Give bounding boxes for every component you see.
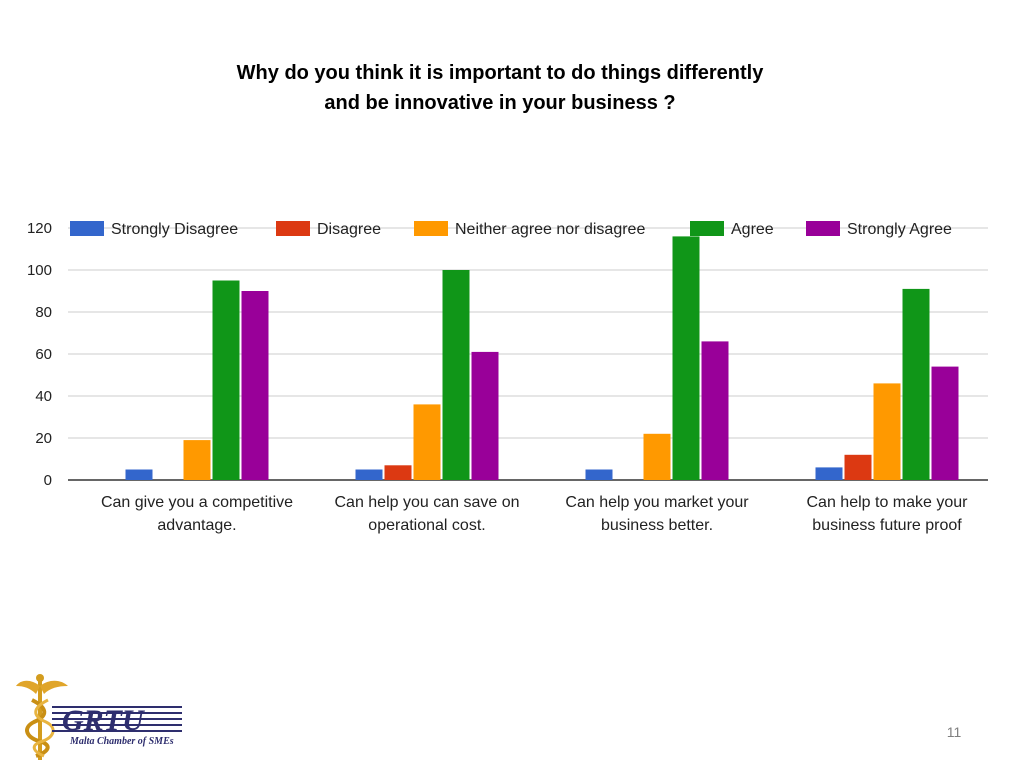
bar: [212, 280, 240, 480]
x-tick-label: Can give you a competitive: [101, 494, 293, 511]
bar: [815, 467, 843, 480]
y-tick-label: 40: [35, 388, 52, 405]
y-tick-label: 20: [35, 430, 52, 447]
legend-swatch: [70, 221, 104, 236]
x-tick-label: advantage.: [157, 517, 236, 534]
slide-title-line-1: Why do you think it is important to do t…: [236, 62, 764, 84]
slide-title-line-2: and be innovative in your business ?: [324, 92, 676, 114]
bar: [585, 469, 613, 480]
bar: [844, 454, 872, 480]
y-tick-label: 100: [27, 262, 52, 279]
bar: [902, 288, 930, 480]
bar: [873, 383, 901, 480]
caduceus-icon: [16, 674, 68, 760]
legend-swatch: [414, 221, 448, 236]
legend-swatch: [806, 221, 840, 236]
x-tick-label: Can help you market your: [565, 494, 749, 511]
bar: [384, 465, 412, 480]
bar: [931, 366, 959, 480]
y-tick-label: 80: [35, 304, 52, 321]
x-tick-label: Can help to make your: [807, 494, 969, 511]
legend-swatch: [690, 221, 724, 236]
page-number: 11: [946, 724, 962, 740]
bar-chart: 0 20 40 60 80 100 120 Can give you a competitiv…: [27, 220, 988, 534]
svg-text:Malta Chamber of SMEs: Malta Chamber of SMEs: [69, 736, 174, 747]
x-tick-label: business better.: [601, 517, 713, 534]
legend-label: Strongly Agree: [847, 221, 952, 238]
x-tick-label: Can help you can save on: [334, 494, 519, 511]
y-tick-label: 120: [27, 220, 52, 237]
grtu-logo: GRTU Malta Chamber of SMEs: [12, 672, 212, 764]
bar: [241, 291, 269, 480]
bar: [183, 440, 211, 480]
legend-label: Disagree: [317, 221, 381, 238]
y-tick-label: 60: [35, 346, 52, 363]
bar: [125, 469, 153, 480]
legend-label: Agree: [731, 221, 774, 238]
bar: [701, 341, 729, 480]
bar: [355, 469, 383, 480]
legend-label: Strongly Disagree: [111, 221, 238, 238]
legend-label: Neither agree nor disagree: [455, 221, 645, 238]
legend-swatch: [276, 221, 310, 236]
x-tick-label: business future proof: [812, 517, 962, 534]
y-tick-label: 0: [44, 472, 52, 489]
bar: [413, 404, 441, 480]
slide-title: Why do you think it is important to do t…: [150, 58, 850, 118]
bar: [471, 351, 499, 480]
svg-text:GRTU: GRTU: [62, 704, 145, 737]
bar: [442, 270, 470, 480]
bar: [643, 433, 671, 480]
bar: [672, 236, 700, 480]
x-tick-label: operational cost.: [368, 517, 485, 534]
